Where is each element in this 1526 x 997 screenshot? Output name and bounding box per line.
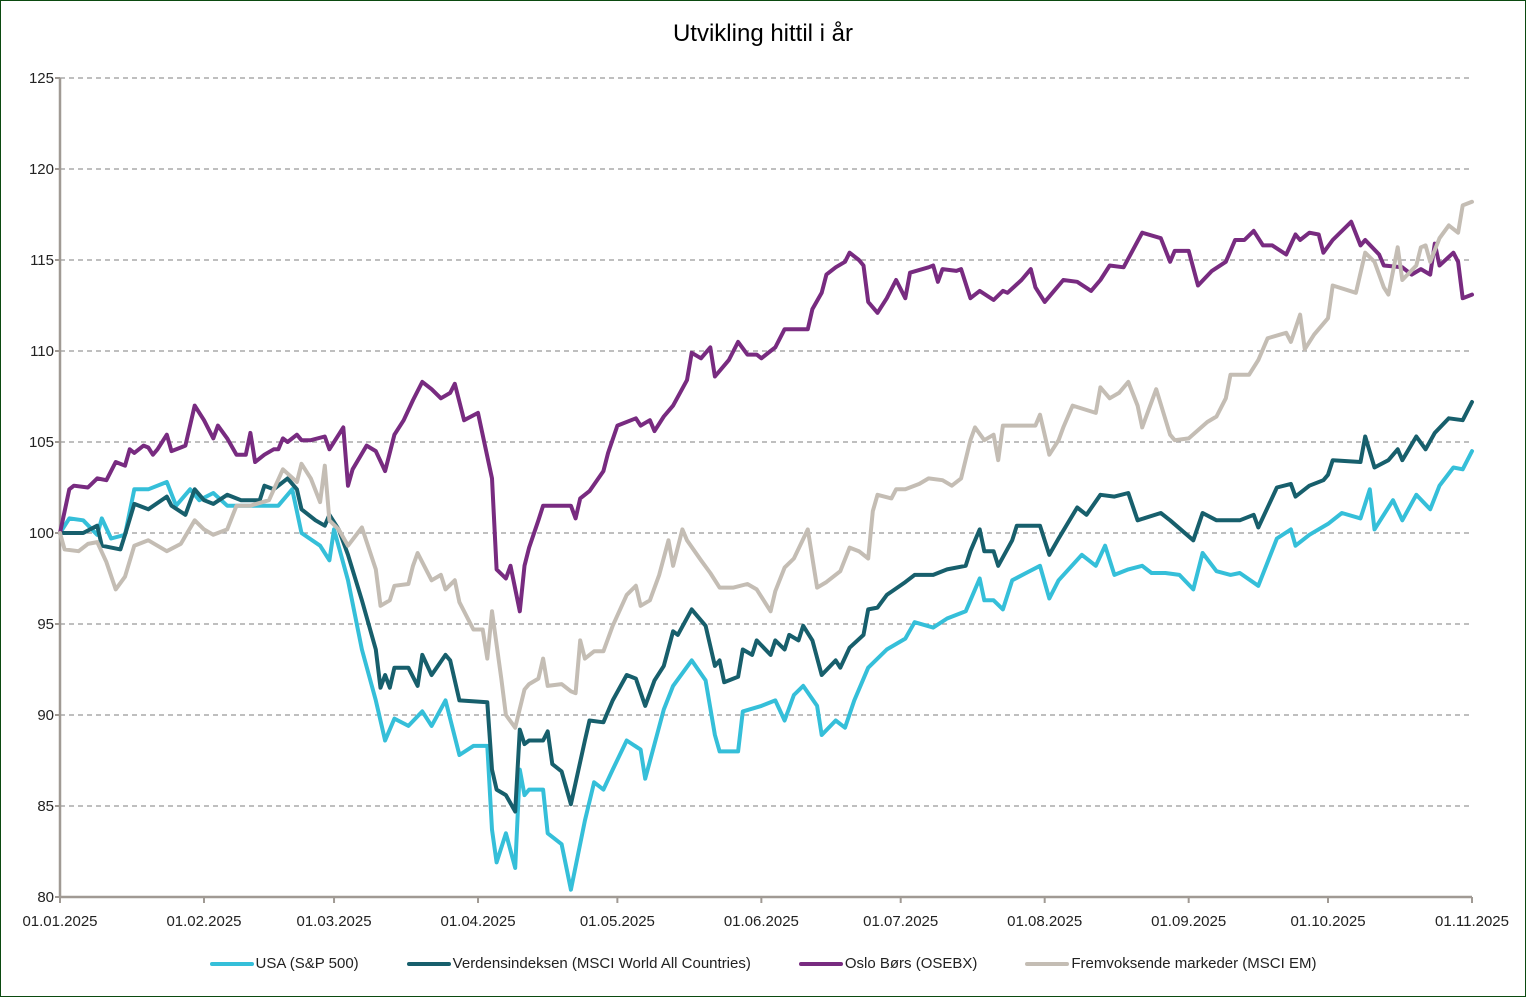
chart-title: Utvikling hittil i år	[672, 20, 854, 47]
legend-item: Oslo Børs (OSEBX)	[798, 955, 978, 972]
series-line-0	[58, 449, 1474, 892]
legend-label: USA (S&P 500)	[255, 955, 359, 972]
legend-label: Oslo Børs (OSEBX)	[844, 955, 978, 972]
x-tick-label: 01.03.2025	[297, 913, 372, 930]
y-tick-label: 80	[37, 889, 54, 906]
x-tick-label: 01.10.2025	[1290, 913, 1365, 930]
y-tick-label: 110	[30, 343, 54, 360]
x-tick-label: 01.09.2025	[1151, 913, 1226, 930]
legend-swatch	[798, 961, 843, 966]
x-tick-label: 01.04.2025	[440, 913, 515, 930]
y-tick-label: 85	[37, 798, 54, 815]
series-line-1	[58, 400, 1474, 814]
series-line-3	[58, 199, 1474, 730]
x-tick-label: 01.07.2025	[863, 913, 938, 930]
x-tick-label: 01.01.2025	[22, 913, 97, 930]
x-tick-label: 01.05.2025	[580, 913, 655, 930]
y-tick-label: 120	[29, 161, 54, 178]
x-tick-label: 01.11.2025	[1435, 913, 1509, 930]
legend-swatch	[209, 961, 254, 966]
legend-item: Verdensindeksen (MSCI World All Countrie…	[406, 955, 751, 972]
legend-item: USA (S&P 500)	[209, 955, 359, 972]
x-tick-label: 01.02.2025	[166, 913, 241, 930]
x-tick-label: 01.06.2025	[724, 913, 799, 930]
legend-label: Verdensindeksen (MSCI World All Countrie…	[452, 955, 751, 972]
y-tick-label: 90	[37, 707, 54, 724]
y-tick-label: 125	[29, 70, 54, 87]
y-tick-label: 115	[30, 252, 54, 269]
legend-swatch	[406, 961, 451, 966]
legend-label: Fremvoksende markeder (MSCI EM)	[1071, 955, 1317, 972]
y-tick-label: 95	[37, 616, 54, 633]
y-tick-label: 105	[29, 434, 54, 451]
chart-legend: USA (S&P 500) Verdensindeksen (MSCI World…	[0, 955, 1526, 972]
x-tick-label: 01.08.2025	[1007, 913, 1082, 930]
y-tick-label: 100	[29, 525, 54, 542]
legend-swatch	[1025, 961, 1070, 966]
legend-item: Fremvoksende markeder (MSCI EM)	[1025, 955, 1316, 972]
series-line-2	[58, 219, 1474, 614]
